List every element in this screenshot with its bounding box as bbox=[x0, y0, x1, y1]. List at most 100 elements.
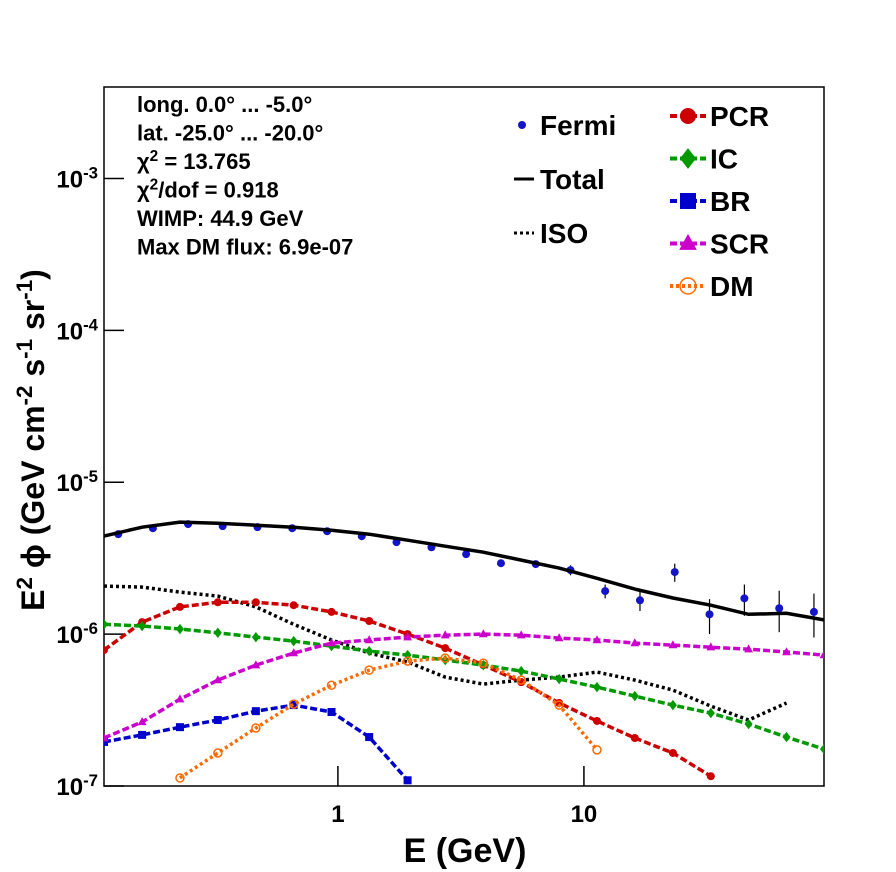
marker bbox=[104, 646, 108, 655]
marker bbox=[440, 653, 450, 663]
y-tick-base: 10 bbox=[56, 622, 83, 649]
marker bbox=[403, 632, 413, 641]
legend-label: PCR bbox=[710, 101, 769, 132]
marker bbox=[478, 629, 488, 638]
marker bbox=[289, 648, 299, 657]
marker bbox=[517, 665, 526, 677]
y-axis-label-part: E bbox=[15, 589, 51, 610]
marker bbox=[327, 708, 336, 717]
marker bbox=[175, 694, 185, 703]
y-axis-label-part: ) bbox=[15, 269, 51, 280]
marker bbox=[744, 644, 753, 653]
y-axis-label-part: -2 bbox=[12, 386, 37, 406]
marker bbox=[365, 733, 374, 742]
plot-frame bbox=[103, 86, 825, 787]
marker bbox=[478, 658, 489, 668]
marker bbox=[820, 743, 824, 755]
marker bbox=[462, 550, 471, 559]
marker bbox=[364, 635, 374, 644]
legend-entry: Fermi bbox=[518, 110, 616, 141]
marker bbox=[213, 715, 222, 724]
marker bbox=[744, 718, 753, 730]
series-line bbox=[104, 632, 824, 740]
marker bbox=[251, 598, 260, 607]
marker bbox=[554, 633, 564, 642]
legend-label: Total bbox=[540, 164, 605, 195]
legend-label: ISO bbox=[540, 218, 588, 249]
series-line bbox=[104, 622, 824, 751]
y-axis-label-part: 2 bbox=[12, 577, 37, 589]
marker bbox=[441, 644, 450, 653]
marker bbox=[327, 607, 336, 616]
y-axis-label-part: -1 bbox=[12, 280, 37, 300]
marker bbox=[289, 635, 298, 647]
y-axis-label-part: ϕ (GeV cm bbox=[15, 405, 51, 577]
legend-label: Fermi bbox=[540, 110, 616, 141]
marker bbox=[680, 108, 696, 124]
marker bbox=[679, 233, 697, 250]
marker bbox=[679, 277, 697, 295]
marker bbox=[213, 598, 222, 607]
annotation: lat. -25.0° ... -20.0° bbox=[137, 121, 323, 146]
marker bbox=[403, 776, 412, 785]
annotation: χ2 = 13.765 bbox=[137, 148, 251, 175]
marker bbox=[592, 635, 602, 644]
annotation-part: Max DM flux: 6.9e-07 bbox=[137, 235, 353, 260]
marker bbox=[775, 604, 784, 613]
y-tick-label: 10-4 bbox=[56, 315, 98, 346]
x-axis-label: E (GeV) bbox=[404, 832, 527, 870]
marker bbox=[175, 773, 185, 783]
y-axis-label-part: -1 bbox=[12, 339, 37, 359]
marker bbox=[104, 733, 109, 742]
marker bbox=[138, 620, 147, 632]
y-tick-label: 10-3 bbox=[56, 163, 98, 194]
marker bbox=[668, 748, 677, 757]
annotation-part: lat. -25.0° ... -20.0° bbox=[137, 121, 323, 146]
x-tick-label: 10 bbox=[571, 801, 598, 828]
marker bbox=[705, 610, 714, 619]
marker bbox=[175, 623, 184, 635]
marker bbox=[555, 673, 564, 685]
annotation-part: 2 bbox=[150, 176, 159, 193]
marker bbox=[496, 559, 505, 568]
marker bbox=[326, 680, 337, 690]
marker bbox=[288, 699, 299, 709]
marker bbox=[516, 630, 526, 639]
y-tick-exponent: -7 bbox=[83, 771, 98, 790]
legend-entry: SCR bbox=[670, 229, 769, 260]
annotation-part: = 13.765 bbox=[158, 149, 250, 174]
marker bbox=[554, 700, 564, 710]
marker bbox=[668, 699, 677, 711]
y-tick-label: 10-5 bbox=[56, 467, 98, 498]
marker bbox=[104, 619, 108, 630]
marker bbox=[782, 731, 791, 743]
y-tick-exponent: -5 bbox=[83, 467, 98, 486]
legend-label: SCR bbox=[710, 229, 769, 260]
marker bbox=[592, 745, 602, 755]
marker bbox=[402, 656, 413, 666]
legend-entry: DM bbox=[670, 271, 754, 302]
marker bbox=[601, 587, 610, 596]
marker bbox=[137, 717, 147, 726]
annotation-part: 2 bbox=[150, 148, 159, 165]
legend-entry: ISO bbox=[514, 218, 588, 249]
marker bbox=[670, 568, 679, 577]
marker bbox=[518, 121, 526, 129]
y-tick-label: 10-7 bbox=[56, 771, 98, 802]
y-tick-label: 10-6 bbox=[56, 619, 98, 650]
marker bbox=[516, 675, 526, 685]
marker bbox=[630, 690, 639, 702]
marker bbox=[213, 627, 222, 639]
legend-entry: BR bbox=[670, 186, 750, 217]
marker bbox=[327, 638, 336, 647]
legend-label: DM bbox=[710, 271, 754, 302]
y-axis-label-part: s bbox=[15, 359, 51, 386]
series-line bbox=[104, 584, 788, 722]
marker bbox=[680, 193, 696, 209]
marker bbox=[635, 596, 644, 605]
marker bbox=[630, 638, 640, 647]
marker bbox=[251, 707, 260, 716]
marker bbox=[251, 723, 261, 733]
marker bbox=[213, 675, 223, 684]
